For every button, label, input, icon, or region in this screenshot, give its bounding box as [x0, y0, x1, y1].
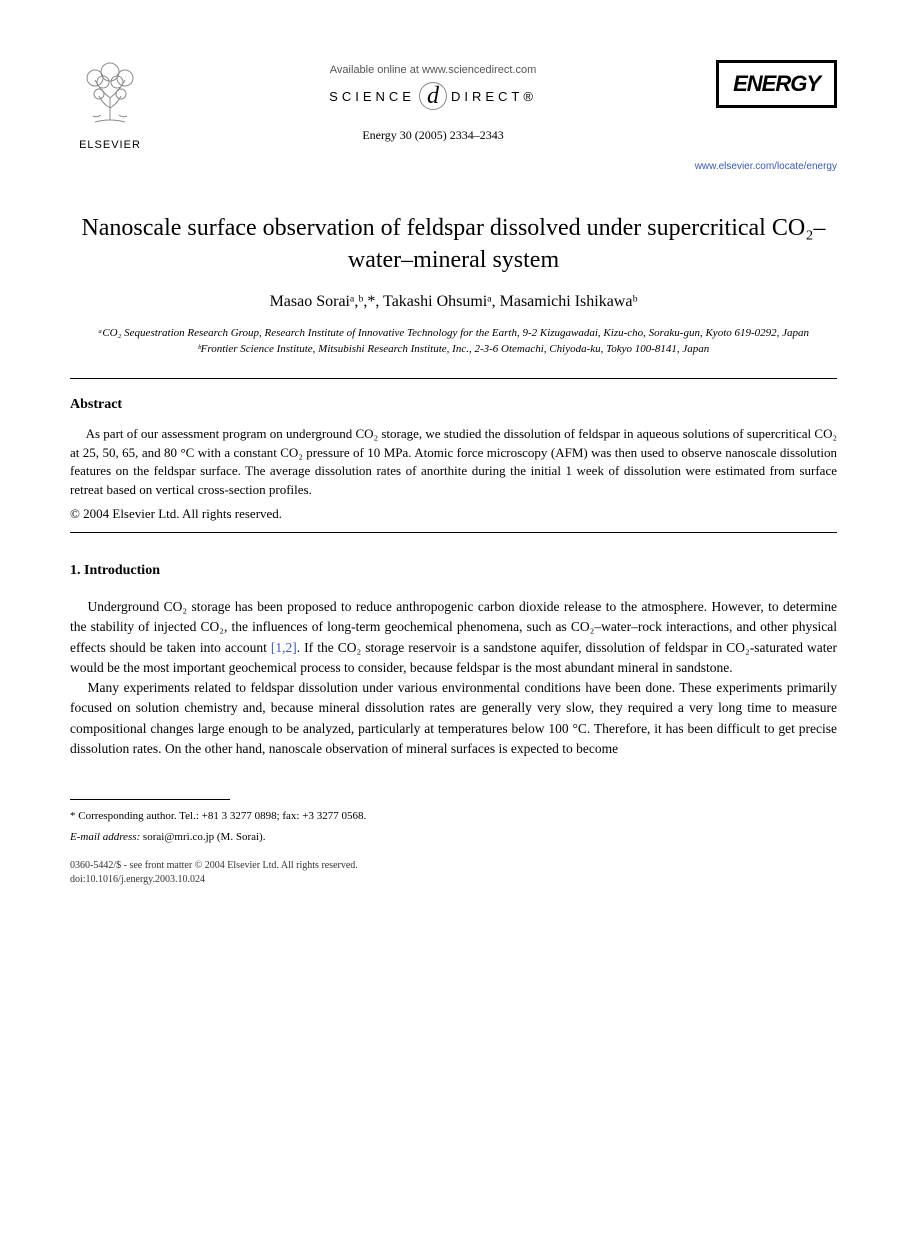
email-line: E-mail address: sorai@mri.co.jp (M. Sora…: [70, 829, 837, 846]
footnote-rule: [70, 799, 230, 800]
journal-url[interactable]: www.elsevier.com/locate/energy: [70, 161, 837, 172]
affiliation-b: ᵇFrontier Science Institute, Mitsubishi …: [70, 341, 837, 358]
email-label: E-mail address:: [70, 831, 140, 843]
abstract-text: As part of our assessment program on und…: [70, 425, 837, 500]
header: ELSEVIER Available online at www.science…: [70, 60, 837, 151]
citation-line: Energy 30 (2005) 2334–2343: [150, 128, 716, 143]
section-1-heading: 1. Introduction: [70, 563, 837, 579]
affiliation-a: ᵃCO₂ Sequestration Research Group, Resea…: [70, 325, 837, 342]
center-header: Available online at www.sciencedirect.co…: [150, 60, 716, 143]
sd-right: DIRECT®: [451, 89, 537, 104]
abstract-copyright: © 2004 Elsevier Ltd. All rights reserved…: [70, 506, 837, 522]
doi-line: doi:10.1016/j.energy.2003.10.024: [70, 873, 837, 887]
corresponding-author: * Corresponding author. Tel.: +81 3 3277…: [70, 808, 837, 825]
journal-brand-block: ENERGY: [716, 60, 837, 108]
rule-bottom: [70, 532, 837, 533]
elsevier-label: ELSEVIER: [70, 139, 150, 151]
front-matter-line: 0360-5442/$ - see front matter © 2004 El…: [70, 859, 837, 873]
science-direct-logo: SCIENCE d DIRECT®: [150, 82, 716, 110]
email-address[interactable]: sorai@mri.co.jp (M. Sorai).: [143, 831, 266, 843]
sd-left: SCIENCE: [329, 89, 415, 104]
sd-d-icon: d: [419, 82, 447, 110]
intro-p1: Underground CO₂ storage has been propose…: [70, 597, 837, 678]
affiliations: ᵃCO₂ Sequestration Research Group, Resea…: [70, 325, 837, 358]
article-title: Nanoscale surface observation of feldspa…: [70, 212, 837, 277]
abstract-heading: Abstract: [70, 397, 837, 413]
elsevier-logo: ELSEVIER: [70, 60, 150, 151]
footer-meta: 0360-5442/$ - see front matter © 2004 El…: [70, 859, 837, 887]
intro-p2: Many experiments related to feldspar dis…: [70, 678, 837, 759]
elsevier-tree-icon: [75, 60, 145, 130]
rule-top: [70, 378, 837, 379]
ref-link-1-2[interactable]: [1,2]: [271, 640, 297, 655]
authors-line: Masao Soraiᵃ,ᵇ,*, Takashi Ohsumiᵃ, Masam…: [70, 293, 837, 311]
available-online-text: Available online at www.sciencedirect.co…: [150, 64, 716, 76]
journal-brand: ENERGY: [716, 60, 837, 108]
